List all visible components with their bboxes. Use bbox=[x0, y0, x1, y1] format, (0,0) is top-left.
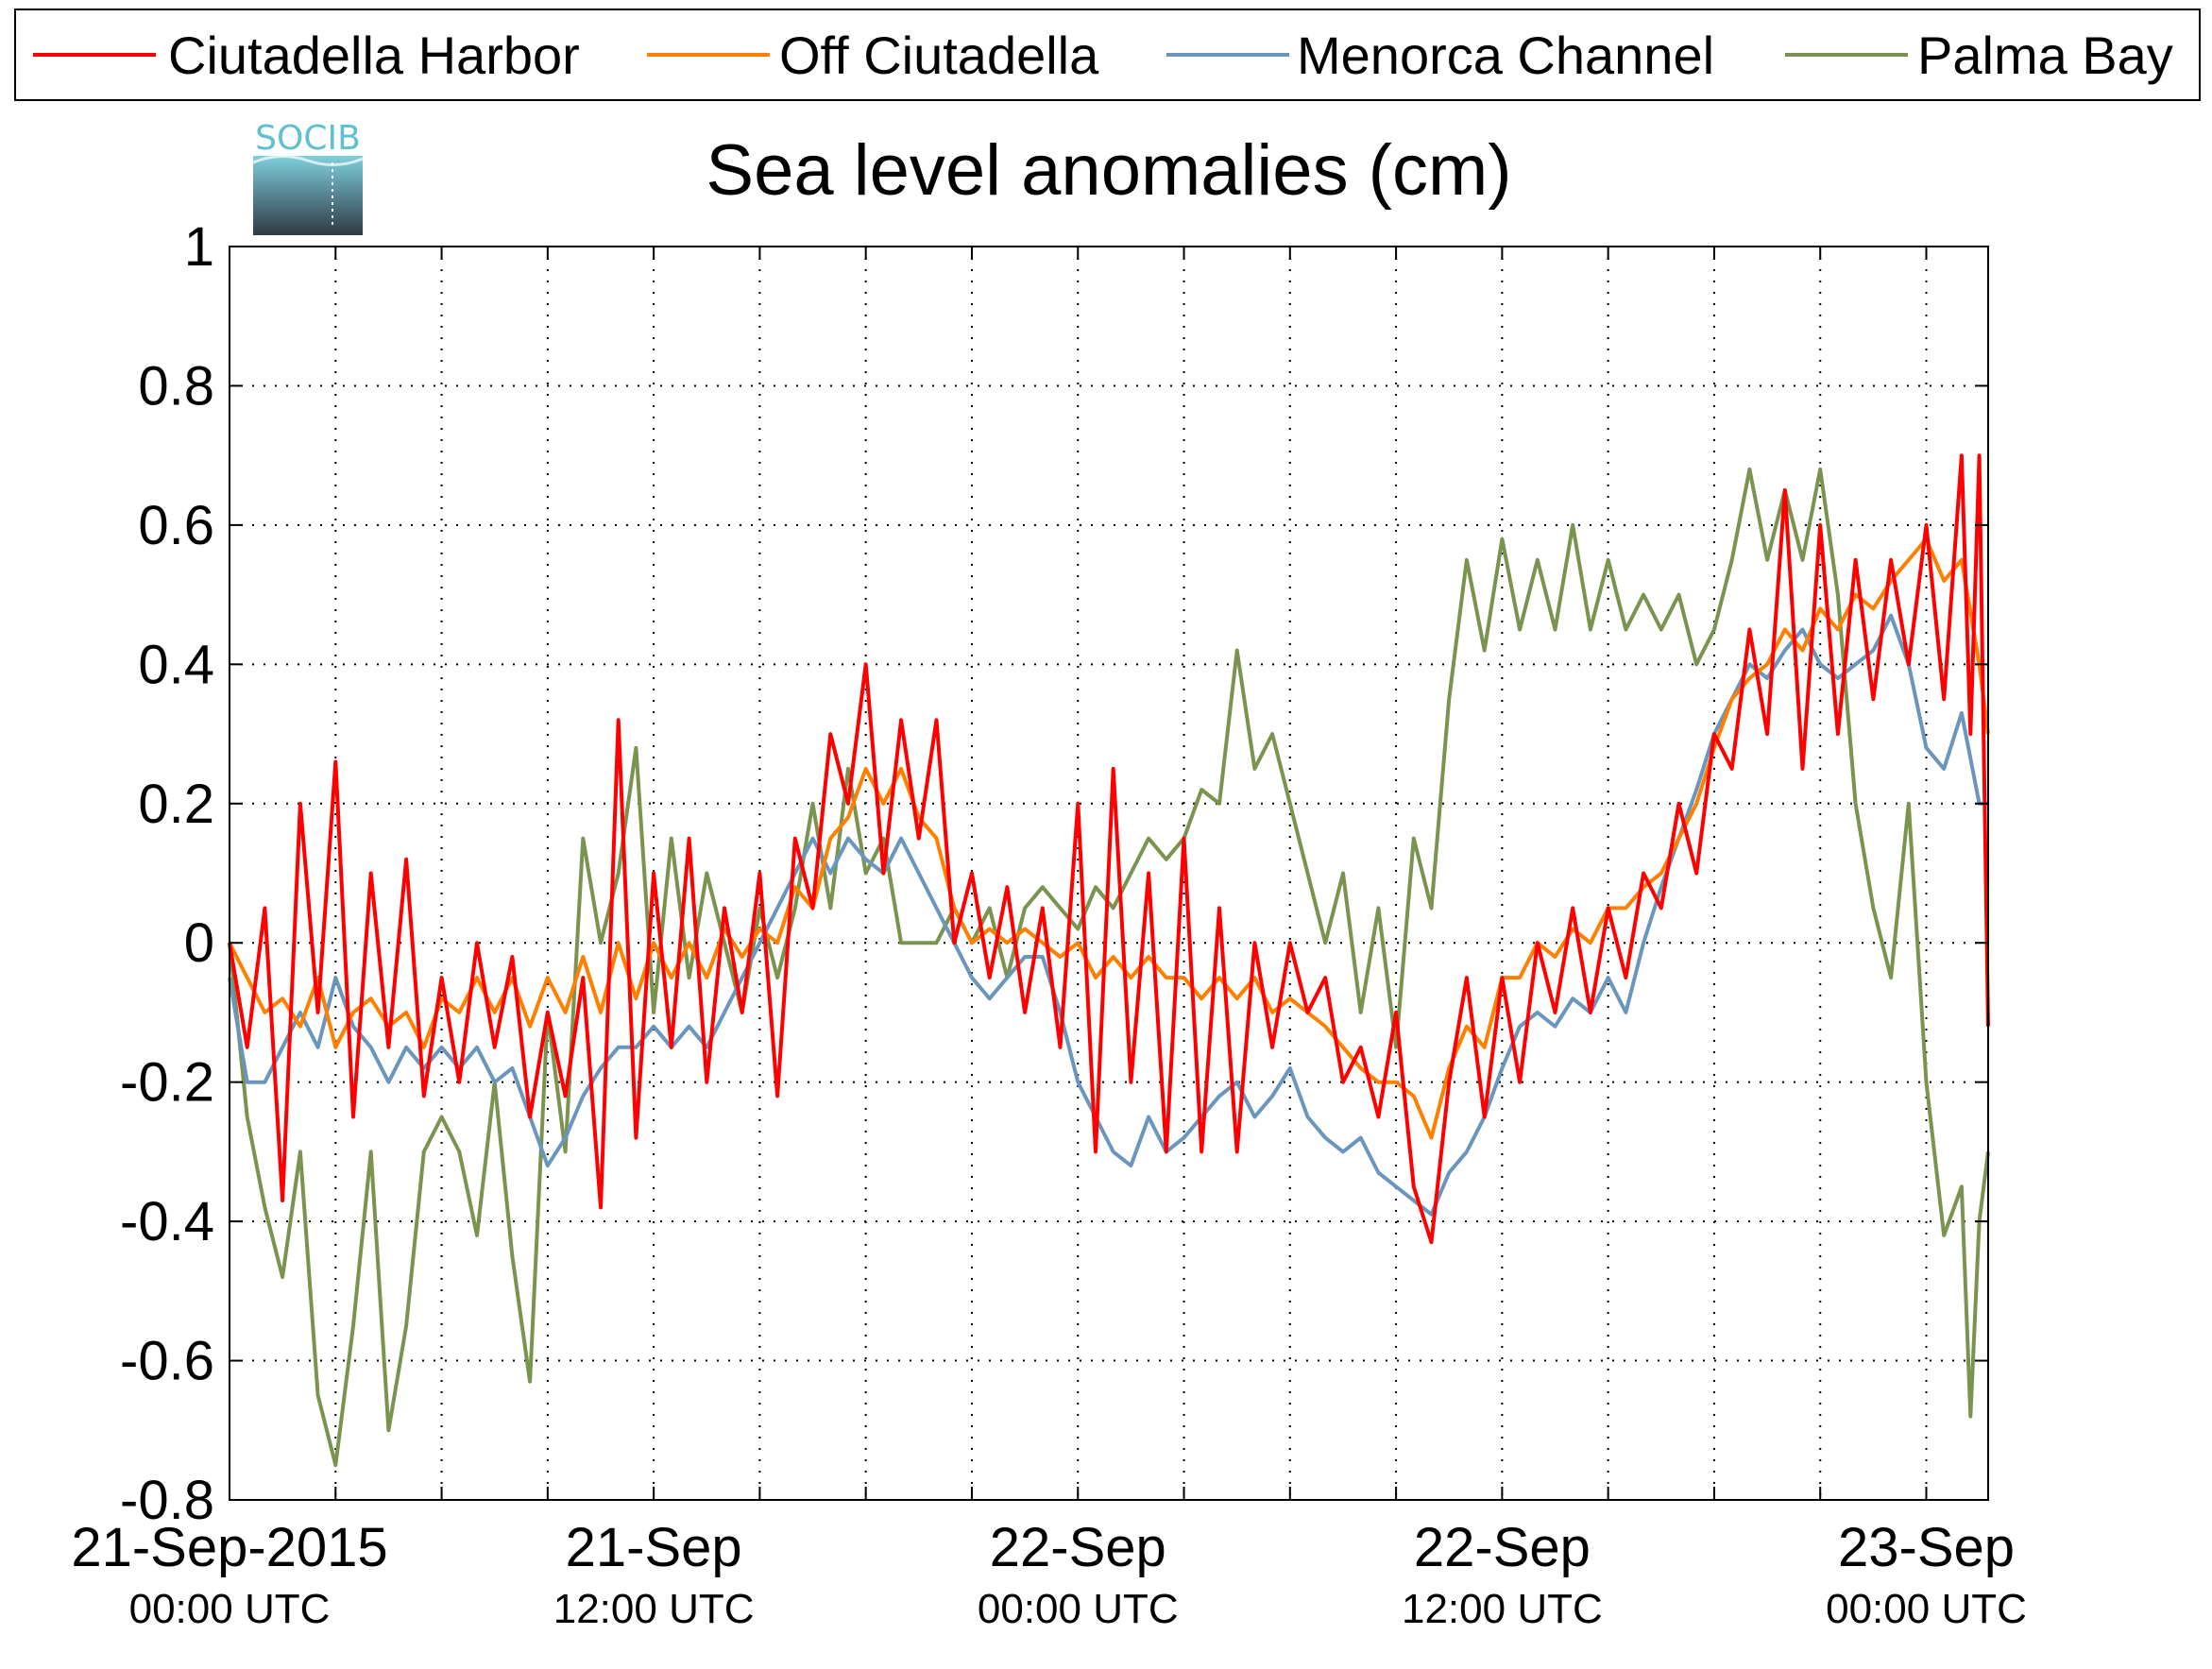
legend-entry-menorca-channel: Menorca Channel bbox=[1166, 26, 1714, 85]
x-tick-date-label: 21-Sep bbox=[566, 1517, 742, 1578]
socib-logo: SOCIB bbox=[252, 119, 364, 235]
legend-label: Menorca Channel bbox=[1297, 26, 1714, 85]
y-axis-tick-labels: -0.8 -0.6 -0.4 -0.2 0 0.2 0.4 0.6 0.8 1 bbox=[120, 216, 214, 1531]
x-axis-tick-labels: 21-Sep-2015 00:00 UTC 21-Sep 12:00 UTC 22-Se… bbox=[71, 1517, 2027, 1632]
y-tick-label: -0.8 bbox=[120, 1470, 214, 1531]
y-tick-label: 0.2 bbox=[138, 774, 214, 835]
series-line-palma-bay bbox=[228, 467, 1990, 1468]
x-tick-date-label: 22-Sep bbox=[1414, 1517, 1591, 1578]
y-tick-label: 0.6 bbox=[138, 495, 214, 556]
logo-text: SOCIB bbox=[255, 119, 361, 158]
series-line-ciutadella-harbor bbox=[228, 453, 1990, 1245]
grid bbox=[230, 247, 1988, 1500]
y-tick-label: 0 bbox=[184, 912, 214, 974]
legend-label: Palma Bay bbox=[1917, 26, 2173, 85]
x-tick-time-label: 00:00 UTC bbox=[978, 1586, 1179, 1632]
legend-entry-off-ciutadella: Off Ciutadella bbox=[647, 26, 1099, 85]
legend: Ciutadella Harbor Off Ciutadella Menorca… bbox=[14, 9, 2201, 101]
x-tick-time-label: 12:00 UTC bbox=[553, 1586, 755, 1632]
legend-label: Off Ciutadella bbox=[779, 26, 1099, 85]
y-tick-label: -0.6 bbox=[120, 1331, 214, 1392]
x-tick-time-label: 00:00 UTC bbox=[129, 1586, 331, 1632]
y-tick-label: -0.2 bbox=[120, 1052, 214, 1114]
legend-entry-palma-bay: Palma Bay bbox=[1785, 26, 2173, 85]
logo-wave-block bbox=[253, 156, 363, 235]
y-tick-label: 1 bbox=[184, 216, 214, 278]
plot-frame bbox=[229, 246, 1989, 1501]
y-tick-label: 0.8 bbox=[138, 355, 214, 417]
y-tick-label: 0.4 bbox=[138, 634, 214, 695]
logo-wave-crest bbox=[252, 155, 364, 166]
x-tick-time-label: 00:00 UTC bbox=[1826, 1586, 2027, 1632]
chart-title: Sea level anomalies (cm) bbox=[706, 130, 1511, 211]
series-line-off-ciutadella bbox=[228, 536, 1990, 1140]
series-line-menorca-channel bbox=[228, 613, 1988, 1217]
x-tick-date-label: 21-Sep-2015 bbox=[71, 1517, 387, 1578]
legend-label: Ciutadella Harbor bbox=[168, 26, 580, 85]
y-tick-label: -0.4 bbox=[120, 1191, 214, 1252]
x-tick-date-label: 23-Sep bbox=[1838, 1517, 2015, 1578]
series-lines bbox=[228, 453, 1990, 1468]
x-tick-time-label: 12:00 UTC bbox=[1402, 1586, 1603, 1632]
x-tick-date-label: 22-Sep bbox=[990, 1517, 1166, 1578]
legend-entry-ciutadella-harbor: Ciutadella Harbor bbox=[33, 26, 580, 85]
axis-ticks bbox=[230, 246, 1988, 1501]
